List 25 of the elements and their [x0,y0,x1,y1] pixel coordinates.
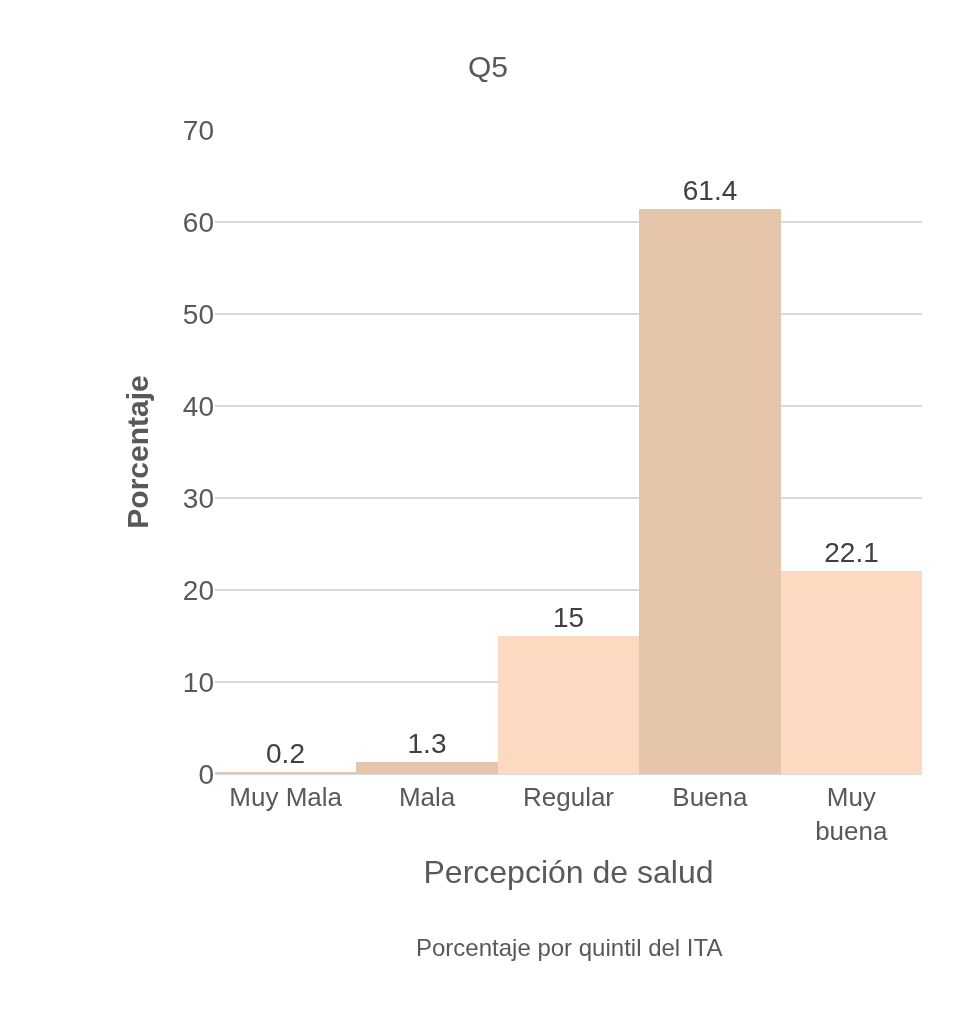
x-axis-title: Percepción de salud [423,853,714,890]
bar [498,636,639,774]
data-label: 0.2 [266,738,305,769]
y-tick-label: 70 [182,114,214,146]
chart-title: Q5 [467,50,509,84]
data-label: 22.1 [824,537,879,568]
bar [639,209,781,774]
y-tick-label: 60 [182,206,214,238]
data-label: 15 [552,602,585,633]
y-tick-label: 0 [198,758,214,790]
y-axis-title: Porcentaje [120,375,154,529]
y-tick-label: 50 [182,298,214,330]
x-tick-label: Muy buena [815,782,888,846]
y-tick-label: 30 [182,482,214,514]
y-tick-label: 20 [182,574,214,606]
text: Porcentaje por quintil del ITA [416,934,723,961]
x-tick-label: Mala [398,782,456,813]
y-tick-label: 40 [182,390,214,422]
x-tick-label: Muy Mala [229,782,343,813]
x-tick-label: Buena [672,782,749,813]
bar [781,571,922,774]
data-label: 61.4 [682,175,738,206]
y-tick-label: 10 [182,666,214,698]
x-tick-label: Regular [522,782,615,813]
data-label: 1.3 [407,728,447,759]
